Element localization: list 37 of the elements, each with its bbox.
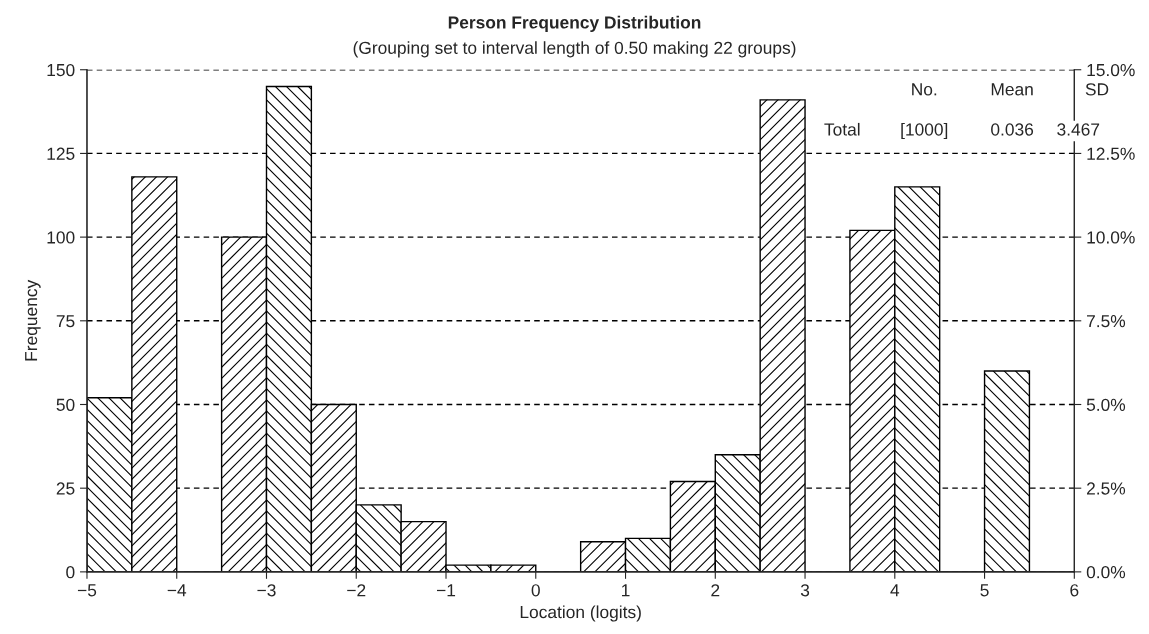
- x-tick-label: −3: [257, 584, 276, 597]
- x-tick-label: −5: [77, 584, 97, 597]
- annotation: [1000]: [901, 122, 948, 140]
- y-tick-label: 25: [56, 482, 75, 495]
- y2-tick-label: 10.0%: [1087, 231, 1135, 244]
- y2-tick-label: 0.0%: [1086, 566, 1126, 579]
- y2-tick-label: 7.5%: [1087, 315, 1126, 328]
- annotation: No.: [912, 83, 937, 96]
- x-tick-label: −2: [347, 584, 366, 597]
- y-tick-label: 0: [66, 566, 75, 579]
- annotation: 3.467: [1057, 123, 1100, 136]
- chart-subtitle: (Grouping set to interval length of 0.50 making 22 groups): [353, 41, 796, 58]
- y-tick-label: 50: [56, 398, 75, 411]
- annotation: Mean: [991, 83, 1033, 96]
- y-tick-label: 125: [47, 147, 75, 160]
- y2-tick-label: 15.0%: [1087, 63, 1135, 77]
- y2-tick-label: 2.5%: [1086, 482, 1126, 495]
- y2-tick-label: 12.5%: [1087, 147, 1135, 160]
- annotation: Total: [824, 122, 860, 136]
- x-tick-label: 6: [1070, 584, 1079, 597]
- x-tick-label: 2: [711, 584, 720, 597]
- y2-tick-label: 5.0%: [1086, 398, 1126, 411]
- x-tick-label: 3: [800, 584, 810, 597]
- x-tick-label: 1: [622, 584, 630, 597]
- x-tick-label: 4: [890, 584, 900, 597]
- y-tick-label: 150: [47, 63, 75, 77]
- y-tick-label: 100: [47, 231, 75, 244]
- text: SD: [1085, 83, 1109, 96]
- x-axis-title: Location (logits): [520, 605, 641, 622]
- x-tick-label: −4: [167, 584, 187, 597]
- x-tick-label: 5: [980, 584, 989, 597]
- y-tick-label: 75: [56, 315, 75, 328]
- y-axis-title: Frequency: [25, 279, 41, 361]
- x-tick-label: 0: [531, 584, 540, 597]
- chart-title: Person Frequency Distribution: [448, 15, 701, 33]
- annotation: 0.036: [991, 123, 1034, 136]
- x-tick-label: −1: [436, 584, 456, 597]
